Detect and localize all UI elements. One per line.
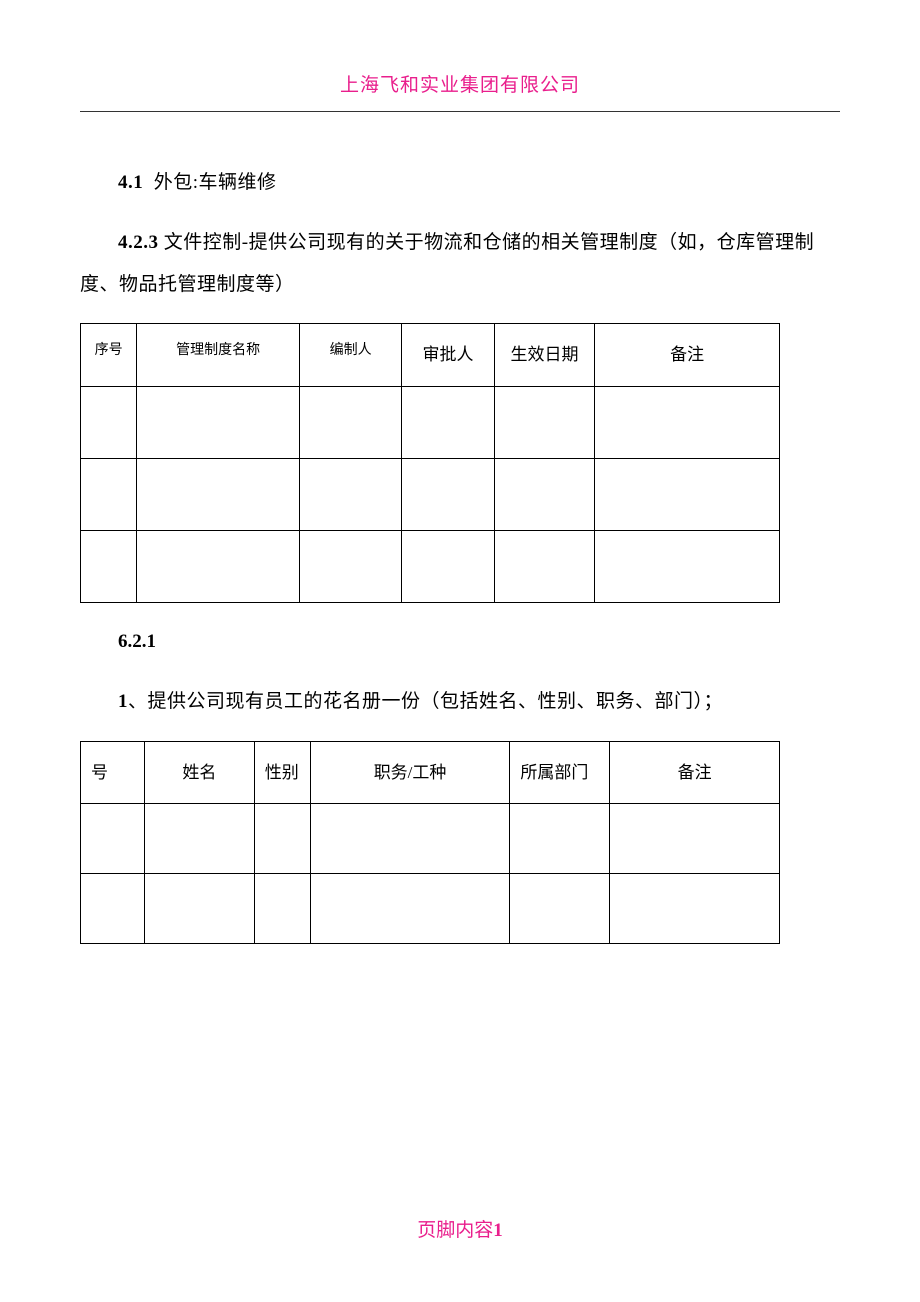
cell xyxy=(144,803,254,873)
cell xyxy=(254,803,310,873)
table-row xyxy=(81,803,780,873)
col-name-header: 姓名 xyxy=(144,741,254,803)
col-department-header: 所属部门 xyxy=(510,741,610,803)
table-row xyxy=(81,530,780,602)
table-row xyxy=(81,873,780,943)
cell xyxy=(595,386,780,458)
col-seq-header: 号 xyxy=(81,741,145,803)
table-header-row: 序号 管理制度名称 编制人 审批人 生效日期 备注 xyxy=(81,324,780,386)
footer-page-number: 1 xyxy=(493,1220,503,1241)
table-row xyxy=(81,386,780,458)
table-row xyxy=(81,458,780,530)
page-header-title: 上海飞和实业集团有限公司 xyxy=(80,70,840,111)
management-system-table: 序号 管理制度名称 编制人 审批人 生效日期 备注 xyxy=(80,323,780,602)
cell xyxy=(494,458,594,530)
cell xyxy=(402,530,494,602)
col-seq-header: 序号 xyxy=(81,324,137,386)
footer-label: 页脚内容 xyxy=(417,1220,493,1241)
cell xyxy=(510,803,610,873)
employee-roster-table: 号 姓名 性别 职务/工种 所属部门 备注 xyxy=(80,741,780,944)
col-gender-header: 性别 xyxy=(254,741,310,803)
cell xyxy=(402,386,494,458)
cell xyxy=(137,530,300,602)
cell xyxy=(254,873,310,943)
page-footer: 页脚内容1 xyxy=(0,1215,920,1242)
cell xyxy=(81,530,137,602)
section-4-2-3-number: 4.2.3 xyxy=(118,232,159,253)
col-system-name-header: 管理制度名称 xyxy=(137,324,300,386)
cell xyxy=(81,386,137,458)
cell xyxy=(494,530,594,602)
section-4-1: 4.1 外包:车辆维修 xyxy=(80,162,840,204)
cell xyxy=(299,386,401,458)
cell xyxy=(137,458,300,530)
cell xyxy=(595,458,780,530)
col-approver-header: 审批人 xyxy=(402,324,494,386)
cell xyxy=(610,803,780,873)
col-remark-header: 备注 xyxy=(595,324,780,386)
cell xyxy=(81,803,145,873)
cell xyxy=(610,873,780,943)
cell xyxy=(299,530,401,602)
cell xyxy=(310,803,510,873)
header-divider xyxy=(80,111,840,112)
cell xyxy=(310,873,510,943)
cell xyxy=(494,386,594,458)
cell xyxy=(137,386,300,458)
section-6-2-1-number: 6.2.1 xyxy=(118,631,840,653)
section-4-2-3: 4.2.3 文件控制-提供公司现有的关于物流和仓储的相关管理制度（如，仓库管理制… xyxy=(80,222,840,306)
col-position-header: 职务/工种 xyxy=(310,741,510,803)
section-4-1-text: 外包:车辆维修 xyxy=(154,172,277,193)
section-4-1-number: 4.1 xyxy=(118,172,143,193)
cell xyxy=(144,873,254,943)
cell xyxy=(595,530,780,602)
document-page: 上海飞和实业集团有限公司 4.1 外包:车辆维修 4.2.3 文件控制-提供公司… xyxy=(0,0,920,1302)
cell xyxy=(299,458,401,530)
item-1-number: 1 xyxy=(118,691,128,712)
cell xyxy=(510,873,610,943)
col-author-header: 编制人 xyxy=(299,324,401,386)
cell xyxy=(402,458,494,530)
table-header-row: 号 姓名 性别 职务/工种 所属部门 备注 xyxy=(81,741,780,803)
cell xyxy=(81,873,145,943)
item-1-text: 、提供公司现有员工的花名册一份（包括姓名、性别、职务、部门）； xyxy=(128,691,723,712)
cell xyxy=(81,458,137,530)
col-effective-date-header: 生效日期 xyxy=(494,324,594,386)
section-4-2-3-title: 文件控制- xyxy=(159,232,249,253)
section-6-2-1-item: 1、提供公司现有员工的花名册一份（包括姓名、性别、职务、部门）； xyxy=(80,681,840,723)
col-remark-header: 备注 xyxy=(610,741,780,803)
